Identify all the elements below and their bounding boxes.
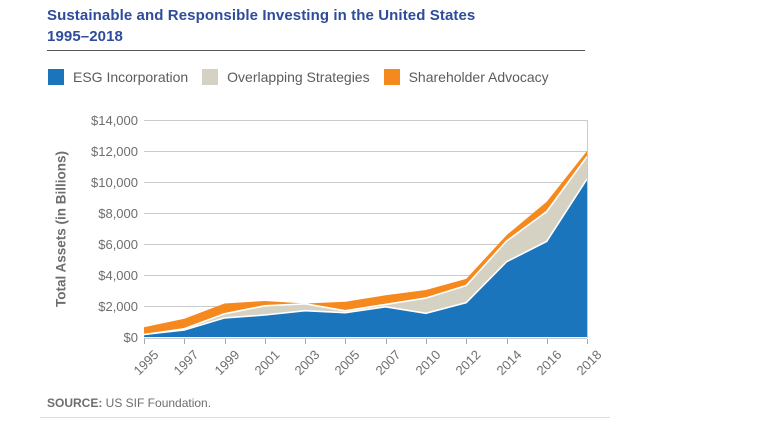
- esg-incorporation-swatch-icon: [48, 69, 64, 85]
- overlapping-strategies-area: [144, 156, 587, 335]
- legend-label: Overlapping Strategies: [227, 69, 370, 85]
- overlapping-strategies-swatch-icon: [202, 69, 219, 85]
- x-tick-label: 2003: [291, 347, 323, 379]
- x-tick-label: 1999: [211, 347, 243, 379]
- plot-right-border: [587, 120, 588, 338]
- x-tick: [224, 339, 226, 344]
- x-tick: [184, 339, 186, 344]
- y-tick-label: $0: [123, 330, 138, 345]
- x-tick-label: 2018: [573, 347, 605, 379]
- title-divider: [47, 50, 585, 51]
- x-tick-label: 2014: [493, 347, 525, 379]
- x-tick-label: 1995: [130, 347, 162, 379]
- y-tick-label: $12,000: [91, 144, 138, 159]
- shareholder-advocacy-swatch-icon: [383, 69, 400, 85]
- gridline: [144, 213, 587, 214]
- x-tick-label: 2005: [331, 347, 364, 379]
- legend: ESG Incorporation Overlapping Strategies…: [48, 69, 549, 85]
- x-tick: [264, 339, 266, 344]
- gridline: [144, 244, 587, 245]
- y-tick-label: $4,000: [98, 268, 138, 283]
- y-tick-label: $10,000: [91, 175, 138, 190]
- x-tick: [345, 339, 347, 344]
- y-tick-label: $2,000: [98, 299, 138, 314]
- gridline: [144, 182, 587, 183]
- esg-incorporation-area: [144, 178, 587, 337]
- x-tick-label: 1997: [170, 347, 202, 379]
- chart-title-line1: Sustainable and Responsible Investing in…: [47, 7, 476, 24]
- x-tick: [466, 339, 468, 344]
- legend-item-shareholder-advocacy: Shareholder Advocacy: [383, 69, 549, 85]
- legend-label: Shareholder Advocacy: [408, 69, 549, 85]
- x-tick-label: 2001: [251, 347, 283, 379]
- gridline: [144, 275, 587, 276]
- source-note: SOURCE: US SIF Foundation.: [47, 396, 211, 410]
- chart-title: Sustainable and Responsible Investing in…: [47, 5, 475, 47]
- x-tick: [425, 339, 427, 344]
- gridline: [144, 151, 587, 152]
- x-tick: [305, 339, 307, 344]
- x-tick: [587, 339, 588, 344]
- source-prefix: SOURCE:: [47, 396, 103, 410]
- bottom-divider: [40, 417, 610, 418]
- x-tick: [506, 339, 508, 344]
- esg-top-boundary: [144, 178, 588, 336]
- y-tick-label: $8,000: [98, 206, 138, 221]
- legend-item-esg-incorporation: ESG Incorporation: [48, 69, 188, 85]
- gridline: [144, 120, 587, 121]
- x-tick: [546, 339, 548, 344]
- legend-item-overlapping-strategies: Overlapping Strategies: [202, 69, 370, 85]
- x-tick: [144, 339, 145, 344]
- y-tick-label: $6,000: [98, 237, 138, 252]
- overlapping-top-boundary: [144, 156, 588, 336]
- legend-label: ESG Incorporation: [73, 69, 189, 85]
- gridline: [144, 338, 587, 339]
- chart-title-line2: 1995–2018: [47, 28, 123, 45]
- source-text: US SIF Foundation.: [102, 396, 212, 410]
- x-tick: [385, 339, 387, 344]
- x-tick-label: 2010: [412, 347, 444, 379]
- x-tick-label: 2012: [452, 347, 484, 379]
- x-tick-label: 2007: [372, 347, 404, 379]
- y-tick-label: $14,000: [91, 113, 138, 128]
- plot-area: [144, 151, 588, 337]
- x-tick-label: 2016: [533, 347, 565, 379]
